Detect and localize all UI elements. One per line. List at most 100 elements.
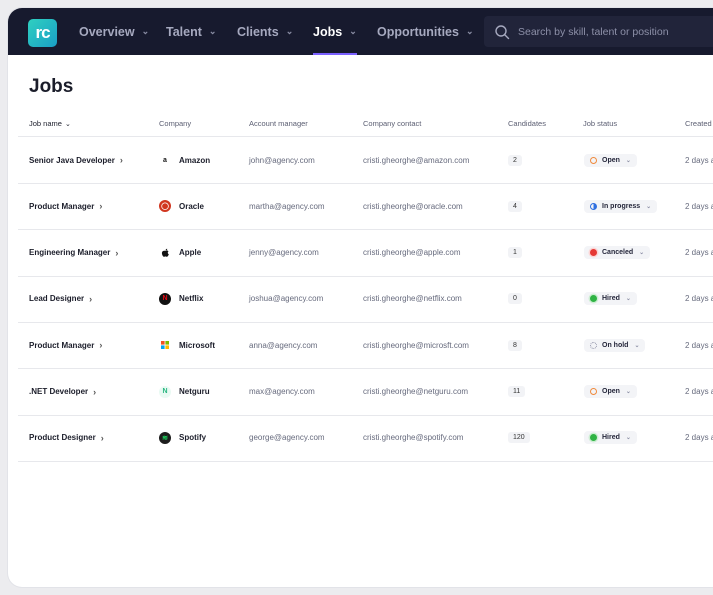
status-label: Canceled	[602, 249, 634, 257]
created-date: 2 days ago	[685, 340, 713, 350]
app-window: rc Overview ⌄ Talent ⌄ Clients ⌄ Jobs ⌄ …	[8, 8, 713, 587]
candidates-count: 4	[508, 200, 522, 212]
candidates-count-cell: 120	[508, 415, 530, 461]
status-label: On hold	[602, 341, 629, 349]
job-status-dropdown[interactable]: Canceled ⌄	[584, 246, 651, 260]
table-row[interactable]: Engineering Manager › Apple jenny@agency…	[18, 230, 713, 277]
account-manager-email: joshua@agency.com	[249, 294, 324, 304]
created-date: 2 days ago	[685, 387, 713, 396]
candidates-count: 1	[508, 247, 522, 259]
candidates-count-cell: 0	[508, 276, 522, 322]
account-manager-email: martha@agency.com	[249, 201, 325, 211]
nav-item-label: Opportunities	[377, 24, 459, 39]
company-name: Apple	[179, 248, 202, 258]
status-dot-icon	[590, 249, 597, 257]
chevron-down-icon: ⌄	[285, 26, 294, 36]
job-name-link[interactable]: Lead Designer ›	[29, 276, 92, 322]
job-name-link[interactable]: Product Manager ›	[29, 183, 102, 229]
column-header-company: Company	[159, 119, 192, 128]
search-bar[interactable]	[484, 16, 713, 47]
account-manager-email: john@agency.com	[249, 155, 315, 165]
job-status-dropdown[interactable]: On hold ⌄	[584, 338, 646, 352]
status-label: Open	[602, 156, 620, 164]
account-manager-email: jenny@agency.com	[249, 248, 319, 258]
chevron-right-icon: ›	[100, 432, 104, 443]
status-dot-icon	[590, 341, 597, 349]
job-status-cell: Hired ⌄	[584, 415, 637, 461]
chevron-down-icon: ⌄	[634, 342, 640, 349]
table-row[interactable]: Lead Designer › N Netflix joshua@agency.…	[18, 276, 713, 323]
netguru-logo-icon: N	[159, 385, 171, 398]
nav-item-overview[interactable]: Overview ⌄	[79, 8, 149, 55]
chevron-down-icon: ⌄	[208, 26, 217, 36]
job-name-link[interactable]: Product Designer ›	[29, 415, 104, 461]
spotify-logo-icon: ≋	[159, 431, 171, 444]
candidates-count-cell: 4	[508, 183, 522, 229]
chevron-down-icon: ⌄	[639, 250, 645, 257]
company-cell: ◯ Oracle	[159, 183, 204, 229]
created-date: 2 days ago	[685, 155, 713, 165]
chevron-right-icon: ›	[93, 386, 97, 397]
job-status-cell: On hold ⌄	[584, 322, 646, 368]
table-row[interactable]: Senior Java Developer › a Amazon john@ag…	[18, 137, 713, 184]
page-title: Jobs	[29, 76, 74, 97]
company-contact-email: cristi.gheorghe@microsft.com	[363, 340, 469, 350]
nav-item-label: Jobs	[313, 24, 343, 39]
nav-item-label: Talent	[166, 24, 202, 39]
amazon-logo-icon: a	[159, 154, 171, 166]
status-dot-icon	[590, 295, 597, 303]
company-cell: a Amazon	[159, 137, 210, 183]
apple-logo-icon	[159, 246, 171, 259]
job-name: .NET Developer	[29, 387, 89, 396]
job-name-link[interactable]: Senior Java Developer ›	[29, 137, 123, 183]
job-status-dropdown[interactable]: Open ⌄	[584, 385, 637, 398]
status-dot-icon	[590, 434, 597, 442]
job-name-link[interactable]: Product Manager ›	[29, 322, 102, 368]
candidates-count: 0	[508, 293, 522, 305]
chevron-right-icon: ›	[99, 201, 103, 212]
candidates-count: 120	[508, 432, 530, 444]
company-cell: Apple	[159, 230, 201, 276]
chevron-down-icon: ⌄	[625, 389, 631, 395]
job-name-link[interactable]: Engineering Manager ›	[29, 230, 118, 276]
column-header-job-status: Job status	[583, 119, 618, 128]
account-manager-email: max@agency.com	[249, 387, 315, 396]
company-contact-email: cristi.gheorghe@apple.com	[363, 248, 461, 258]
nav-item-label: Overview	[79, 24, 135, 39]
company-name: Microsoft	[179, 340, 215, 350]
table-row[interactable]: Product Manager › ◯ Oracle martha@agency…	[18, 183, 713, 231]
search-input[interactable]	[516, 24, 713, 39]
company-contact-email: cristi.gheorghe@amazon.com	[363, 155, 470, 165]
table-row[interactable]: Product Designer › ≋ Spotify george@agen…	[18, 415, 713, 462]
table-row[interactable]: Product Manager › Microsoft anna@agency.…	[18, 322, 713, 370]
nav-item-talent[interactable]: Talent ⌄	[166, 8, 216, 55]
job-name-link[interactable]: .NET Developer ›	[29, 369, 96, 415]
nav-item-clients[interactable]: Clients ⌄	[237, 8, 293, 55]
column-header-job-name[interactable]: Job name ⌄	[29, 119, 71, 128]
microsoft-logo-icon	[159, 339, 171, 352]
column-header-label: Job name	[29, 119, 62, 128]
job-status-dropdown[interactable]: Hired ⌄	[584, 431, 637, 445]
chevron-down-icon: ⌄	[141, 26, 150, 36]
chevron-right-icon: ›	[99, 340, 103, 351]
job-status-dropdown[interactable]: In progress ⌄	[584, 199, 658, 213]
nav-item-opportunities[interactable]: Opportunities ⌄	[377, 8, 474, 55]
job-name: Product Manager	[29, 340, 95, 350]
nav-item-jobs[interactable]: Jobs ⌄	[313, 8, 357, 55]
created-date: 2 days ago	[685, 248, 713, 258]
app-logo[interactable]: rc	[28, 19, 57, 47]
column-header-company-contact: Company contact	[363, 119, 422, 128]
table-row[interactable]: .NET Developer › N Netguru max@agency.co…	[18, 369, 713, 416]
account-manager-email: anna@agency.com	[249, 340, 318, 350]
job-status-cell: Open ⌄	[584, 369, 637, 415]
job-status-dropdown[interactable]: Open ⌄	[584, 153, 637, 167]
candidates-count: 2	[508, 154, 522, 166]
chevron-right-icon: ›	[119, 155, 123, 165]
job-status-cell: Open ⌄	[584, 137, 637, 183]
job-status-cell: Canceled ⌄	[584, 230, 651, 276]
column-header-created: Created	[685, 119, 712, 128]
top-navigation-bar: rc Overview ⌄ Talent ⌄ Clients ⌄ Jobs ⌄ …	[8, 8, 713, 55]
candidates-count: 8	[508, 339, 522, 351]
job-status-dropdown[interactable]: Hired ⌄	[584, 292, 637, 306]
company-cell: N Netflix	[159, 276, 203, 322]
